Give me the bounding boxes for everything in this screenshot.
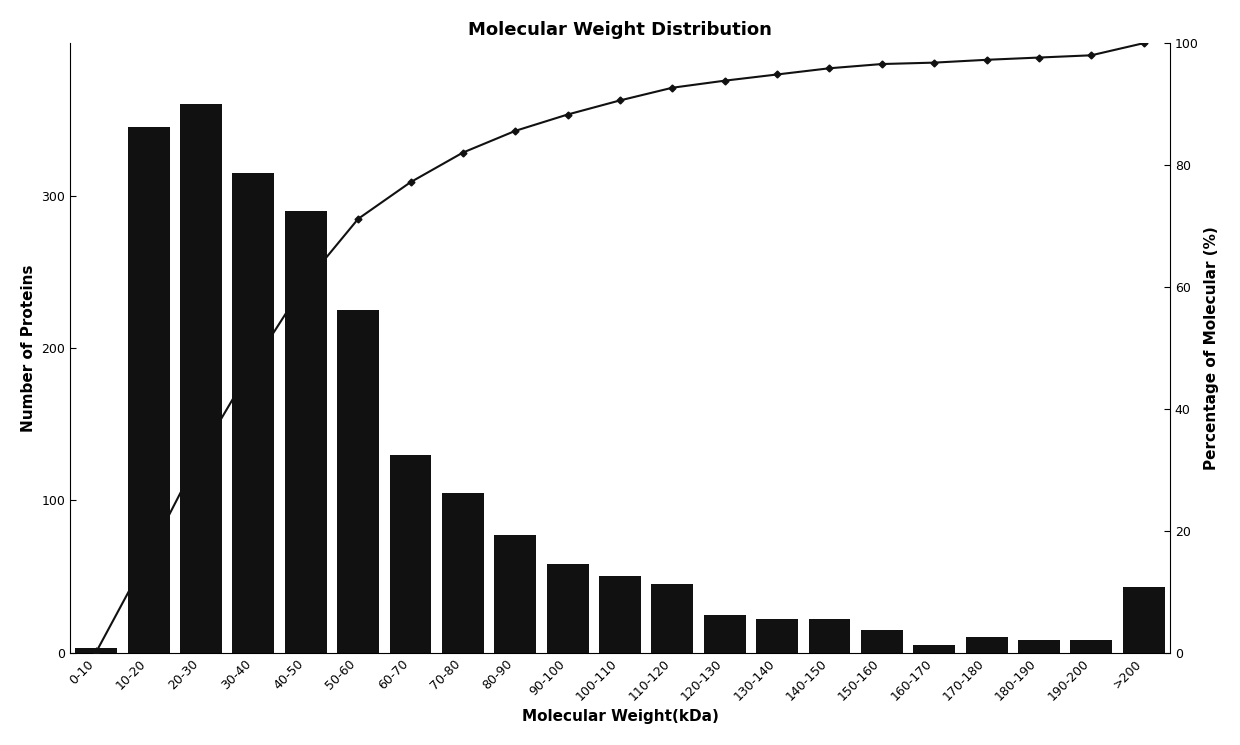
Bar bbox=[128, 127, 170, 653]
Bar bbox=[1070, 641, 1112, 653]
Bar bbox=[704, 615, 745, 653]
Y-axis label: Number of Proteins: Number of Proteins bbox=[21, 264, 36, 431]
Bar bbox=[337, 310, 379, 653]
Bar bbox=[495, 536, 536, 653]
Bar bbox=[180, 104, 222, 653]
Bar bbox=[914, 645, 955, 653]
Bar bbox=[441, 492, 484, 653]
Bar bbox=[1122, 587, 1164, 653]
Bar bbox=[389, 454, 432, 653]
Bar bbox=[1018, 641, 1060, 653]
Bar bbox=[808, 619, 851, 653]
Bar bbox=[756, 619, 799, 653]
Bar bbox=[76, 648, 118, 653]
Title: Molecular Weight Distribution: Molecular Weight Distribution bbox=[467, 21, 773, 39]
Bar bbox=[861, 630, 903, 653]
Bar bbox=[232, 173, 274, 653]
Bar bbox=[547, 564, 589, 653]
Bar bbox=[966, 638, 1008, 653]
Bar bbox=[599, 577, 641, 653]
X-axis label: Molecular Weight(kDa): Molecular Weight(kDa) bbox=[522, 709, 718, 724]
Y-axis label: Percentage of Molecular (%): Percentage of Molecular (%) bbox=[1204, 226, 1219, 470]
Bar bbox=[285, 211, 326, 653]
Bar bbox=[651, 584, 693, 653]
